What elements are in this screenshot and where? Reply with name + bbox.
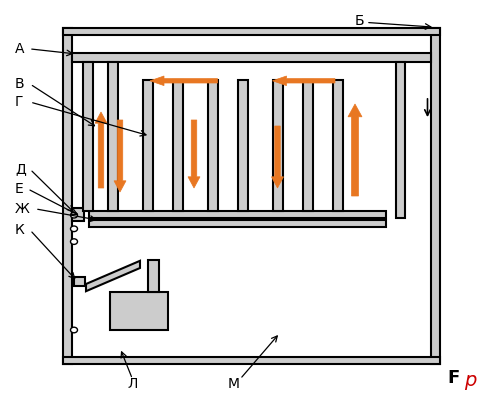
Text: Ж: Ж <box>15 202 30 216</box>
Text: Д: Д <box>15 162 26 176</box>
Bar <box>108 62 118 211</box>
Text: р: р <box>464 370 476 390</box>
Bar <box>396 62 405 218</box>
Bar <box>332 80 342 211</box>
Bar <box>89 220 386 227</box>
FancyArrow shape <box>150 76 218 86</box>
Bar <box>238 80 248 211</box>
Bar <box>74 277 85 286</box>
Text: А: А <box>15 42 24 56</box>
Text: В: В <box>15 77 24 91</box>
Circle shape <box>70 239 78 244</box>
Bar <box>431 28 440 364</box>
Text: Б: Б <box>355 14 364 28</box>
FancyArrow shape <box>95 112 107 188</box>
Bar <box>142 80 152 211</box>
Circle shape <box>70 327 78 333</box>
Bar <box>72 208 84 221</box>
Bar <box>172 80 182 211</box>
Bar <box>62 28 440 35</box>
Bar <box>208 80 218 211</box>
Text: М: М <box>228 377 239 391</box>
Text: Г: Г <box>15 95 24 109</box>
FancyArrow shape <box>348 104 362 196</box>
FancyArrow shape <box>272 76 335 86</box>
FancyArrow shape <box>272 126 283 188</box>
Bar <box>302 80 312 211</box>
Bar <box>72 53 431 62</box>
Bar <box>110 292 168 330</box>
Bar <box>82 62 92 211</box>
Circle shape <box>70 212 78 218</box>
Text: Л: Л <box>128 377 138 391</box>
Bar <box>62 357 440 364</box>
Text: F: F <box>448 369 460 387</box>
Circle shape <box>70 226 78 232</box>
Bar <box>148 260 158 292</box>
Text: Е: Е <box>15 182 24 196</box>
Bar <box>272 80 282 211</box>
FancyArrow shape <box>114 120 126 192</box>
Polygon shape <box>86 261 140 291</box>
Text: К: К <box>15 223 25 237</box>
Bar <box>62 28 72 364</box>
FancyArrow shape <box>188 120 200 188</box>
Bar <box>89 211 386 218</box>
